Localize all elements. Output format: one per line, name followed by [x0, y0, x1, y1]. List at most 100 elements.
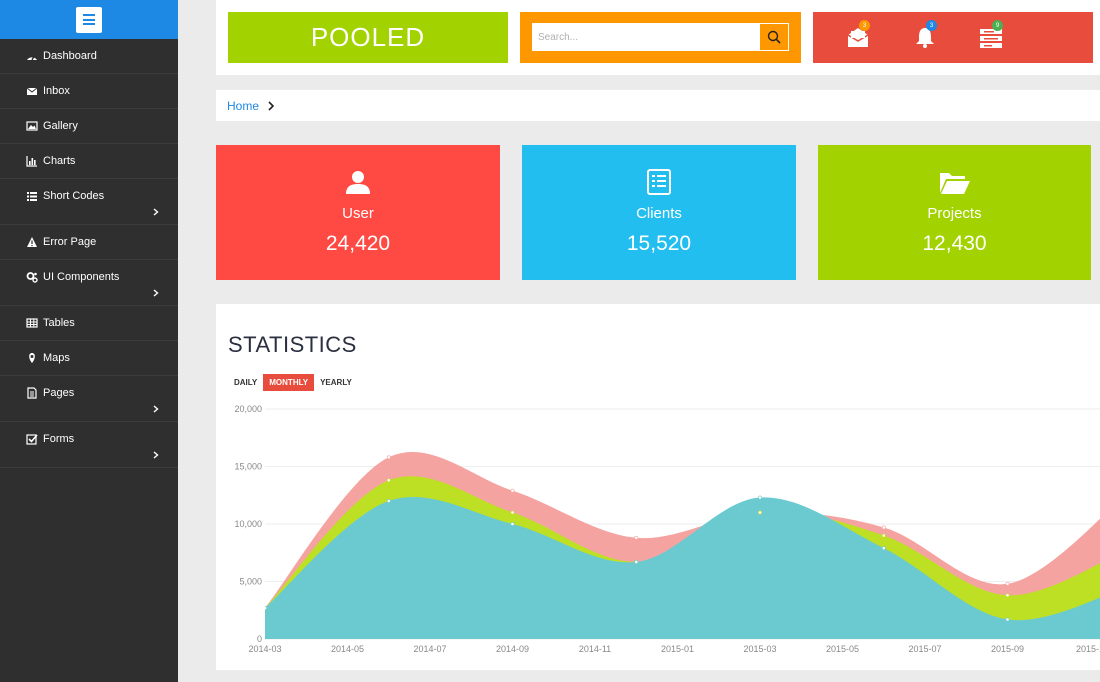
clients-stat-card[interactable]: Clients 15,520	[522, 145, 796, 280]
sidebar-item-label: Error Page	[43, 236, 97, 248]
top-bar: POOLED 3 3 9	[216, 0, 1100, 75]
chevron-right-icon	[268, 100, 275, 111]
menu-toggle-button[interactable]	[76, 6, 102, 33]
folder-open-icon	[939, 173, 970, 194]
data-point[interactable]	[386, 455, 391, 460]
data-point[interactable]	[510, 488, 515, 493]
chevron-right-icon	[153, 405, 159, 413]
x-tick-label: 2014-07	[413, 644, 446, 654]
tasks-button[interactable]: 9	[979, 20, 1003, 49]
user-stat-card[interactable]: User 24,420	[216, 145, 500, 280]
sidebar-item-row: Dashboard	[0, 39, 178, 73]
sidebar-item-row: Pages	[0, 376, 178, 410]
range-tab-yearly[interactable]: YEARLY	[320, 378, 352, 387]
card-label: Clients	[636, 205, 682, 222]
data-point[interactable]	[510, 522, 515, 526]
data-point[interactable]	[634, 535, 639, 540]
y-tick-label: 0	[257, 634, 262, 644]
y-tick-label: 10,000	[234, 519, 262, 529]
card-value: 12,430	[922, 232, 987, 255]
sidebar-item-inbox[interactable]: Inbox	[0, 74, 178, 109]
check-square-icon	[26, 434, 38, 445]
list-alt-icon	[647, 169, 671, 195]
range-tab-monthly[interactable]: MONTHLY	[263, 374, 315, 391]
data-point[interactable]	[386, 478, 391, 483]
messages-badge: 3	[859, 20, 870, 31]
x-tick-label: 2014-05	[331, 644, 364, 654]
sidebar-item-row: Error Page	[0, 225, 178, 259]
sidebar-item-gallery[interactable]: Gallery	[0, 109, 178, 144]
data-point[interactable]	[881, 546, 886, 551]
messages-button[interactable]: 3	[846, 20, 870, 49]
x-tick-label: 2015-01	[661, 644, 694, 654]
alerts-badge: 3	[926, 20, 937, 31]
y-tick-label: 15,000	[234, 462, 262, 472]
statistics-title: STATISTICS	[228, 332, 357, 357]
sidebar-item-row: Short Codes	[0, 179, 178, 213]
range-tab-daily[interactable]: DAILY	[234, 378, 258, 387]
sidebar-item-charts[interactable]: Charts	[0, 144, 178, 179]
cogs-icon	[26, 272, 38, 283]
statistics-panel: STATISTICS DAILY MONTHLY YEARLY 0 5,000 10,0…	[216, 304, 1100, 670]
sidebar-item-tables[interactable]: Tables	[0, 306, 178, 341]
sidebar-item-label: Short Codes	[43, 190, 105, 202]
user-icon	[346, 171, 370, 194]
sidebar-item-row: Charts	[0, 144, 178, 178]
data-point[interactable]	[510, 510, 515, 515]
data-point[interactable]	[881, 525, 886, 530]
sidebar-item-row: Maps	[0, 341, 178, 375]
y-tick-label: 5,000	[239, 577, 262, 587]
x-tick-label: 2014-11	[579, 644, 611, 654]
sidebar-item-maps[interactable]: Maps	[0, 341, 178, 376]
sidebar-header	[0, 0, 178, 39]
brand-logo[interactable]: POOLED	[228, 12, 508, 63]
tasks-badge: 9	[992, 20, 1003, 31]
card-label: Projects	[927, 205, 982, 222]
sidebar-item-ui-components[interactable]: UI Components	[0, 260, 178, 306]
sidebar-item-error-page[interactable]: Error Page	[0, 225, 178, 260]
x-tick-label: 2014-03	[248, 644, 281, 654]
card-value: 15,520	[626, 232, 692, 255]
data-point[interactable]	[386, 499, 391, 503]
sidebar: Dashboard Inbox Gallery Charts Short Codes Er…	[0, 0, 178, 682]
data-point[interactable]	[881, 533, 886, 538]
list-icon	[27, 192, 37, 201]
search-input[interactable]	[532, 23, 759, 51]
sidebar-nav: Dashboard Inbox Gallery Charts Short Codes Er…	[0, 39, 178, 468]
sidebar-item-label: Charts	[43, 155, 76, 167]
x-tick-label: 2015-03	[743, 644, 776, 654]
sidebar-item-row: Gallery	[0, 109, 178, 143]
data-point[interactable]	[263, 606, 267, 610]
map-marker-icon	[29, 353, 35, 363]
data-point[interactable]	[758, 495, 762, 500]
data-point[interactable]	[1005, 617, 1010, 622]
data-point[interactable]	[758, 510, 762, 515]
sidebar-item-row: Inbox	[0, 74, 178, 108]
x-tick-label: 2015-05	[826, 644, 859, 654]
breadcrumb-home[interactable]: Home	[227, 98, 260, 113]
sidebar-item-row: Tables	[0, 306, 178, 340]
sidebar-item-label: UI Components	[43, 271, 120, 283]
search-button[interactable]	[759, 23, 789, 51]
projects-stat-card[interactable]: Projects 12,430	[818, 145, 1091, 280]
data-point[interactable]	[1005, 593, 1010, 598]
search-icon	[767, 30, 781, 44]
notifications-panel: 3 3 9	[813, 12, 1093, 63]
sidebar-item-row: Forms	[0, 422, 178, 456]
picture-icon	[26, 121, 38, 131]
x-tick-label: 2015-09	[991, 644, 1024, 654]
sidebar-item-dashboard[interactable]: Dashboard	[0, 39, 178, 74]
table-icon	[26, 318, 38, 328]
sidebar-item-label: Tables	[43, 317, 75, 329]
data-point[interactable]	[634, 560, 639, 564]
sidebar-item-short-codes[interactable]: Short Codes	[0, 179, 178, 225]
sidebar-item-forms[interactable]: Forms	[0, 422, 178, 468]
sidebar-item-pages[interactable]: Pages	[0, 376, 178, 422]
breadcrumb: Home	[216, 90, 1100, 121]
data-point[interactable]	[1005, 581, 1010, 586]
chart-series-group	[263, 452, 1100, 639]
sidebar-item-label: Gallery	[43, 120, 78, 132]
x-tick-label: 2014-09	[496, 644, 529, 654]
file-icon	[27, 387, 37, 399]
alerts-button[interactable]: 3	[913, 20, 937, 49]
